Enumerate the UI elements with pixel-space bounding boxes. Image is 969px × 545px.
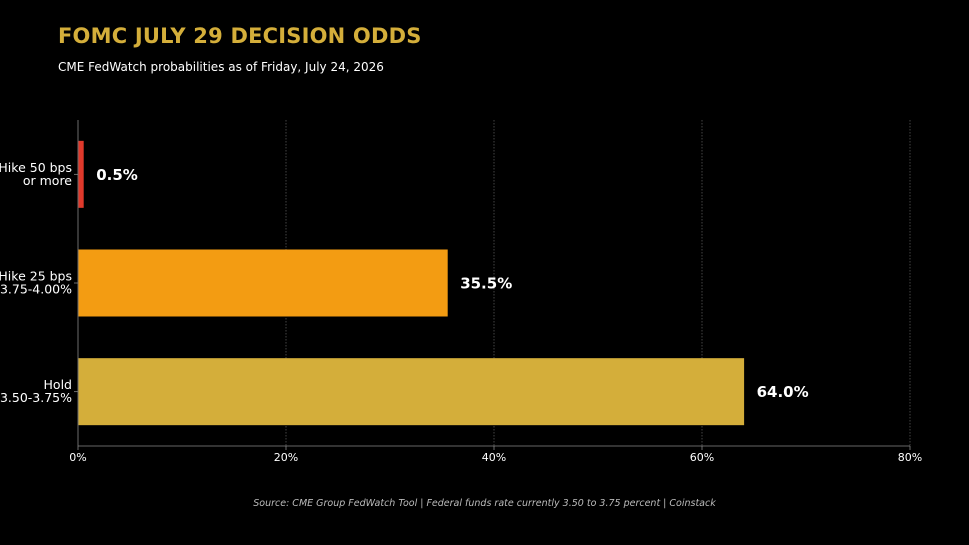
x-tick-label: 80% xyxy=(898,451,922,464)
tick-labels: 0% 20% 40% 60% 80% Hike 50 bps or more Hike 25 … xyxy=(0,160,922,464)
x-tick-label: 0% xyxy=(69,451,86,464)
x-tick-label: 20% xyxy=(274,451,298,464)
data-label: 64.0% xyxy=(757,383,809,401)
data-label: 0.5% xyxy=(96,166,138,184)
y-tick-label: Hike 25 bps 3.75-4.00% xyxy=(0,269,72,297)
data-label: 35.5% xyxy=(460,275,512,293)
bar xyxy=(78,249,448,317)
chart-subtitle: CME FedWatch probabilities as of Friday,… xyxy=(58,60,384,74)
data-labels: 0.5% 35.5% 64.0% xyxy=(96,166,808,401)
x-tick-label: 40% xyxy=(482,451,506,464)
source-note: Source: CME Group FedWatch Tool | Federa… xyxy=(253,498,716,509)
bars xyxy=(78,140,745,426)
y-tick-label: Hold 3.50-3.75% xyxy=(0,377,72,405)
bar xyxy=(78,358,745,426)
chart-title: FOMC JULY 29 DECISION ODDS xyxy=(58,24,422,48)
x-tick-label: 60% xyxy=(690,451,714,464)
y-tick-label: Hike 50 bps or more xyxy=(0,160,72,188)
bar xyxy=(78,140,84,208)
